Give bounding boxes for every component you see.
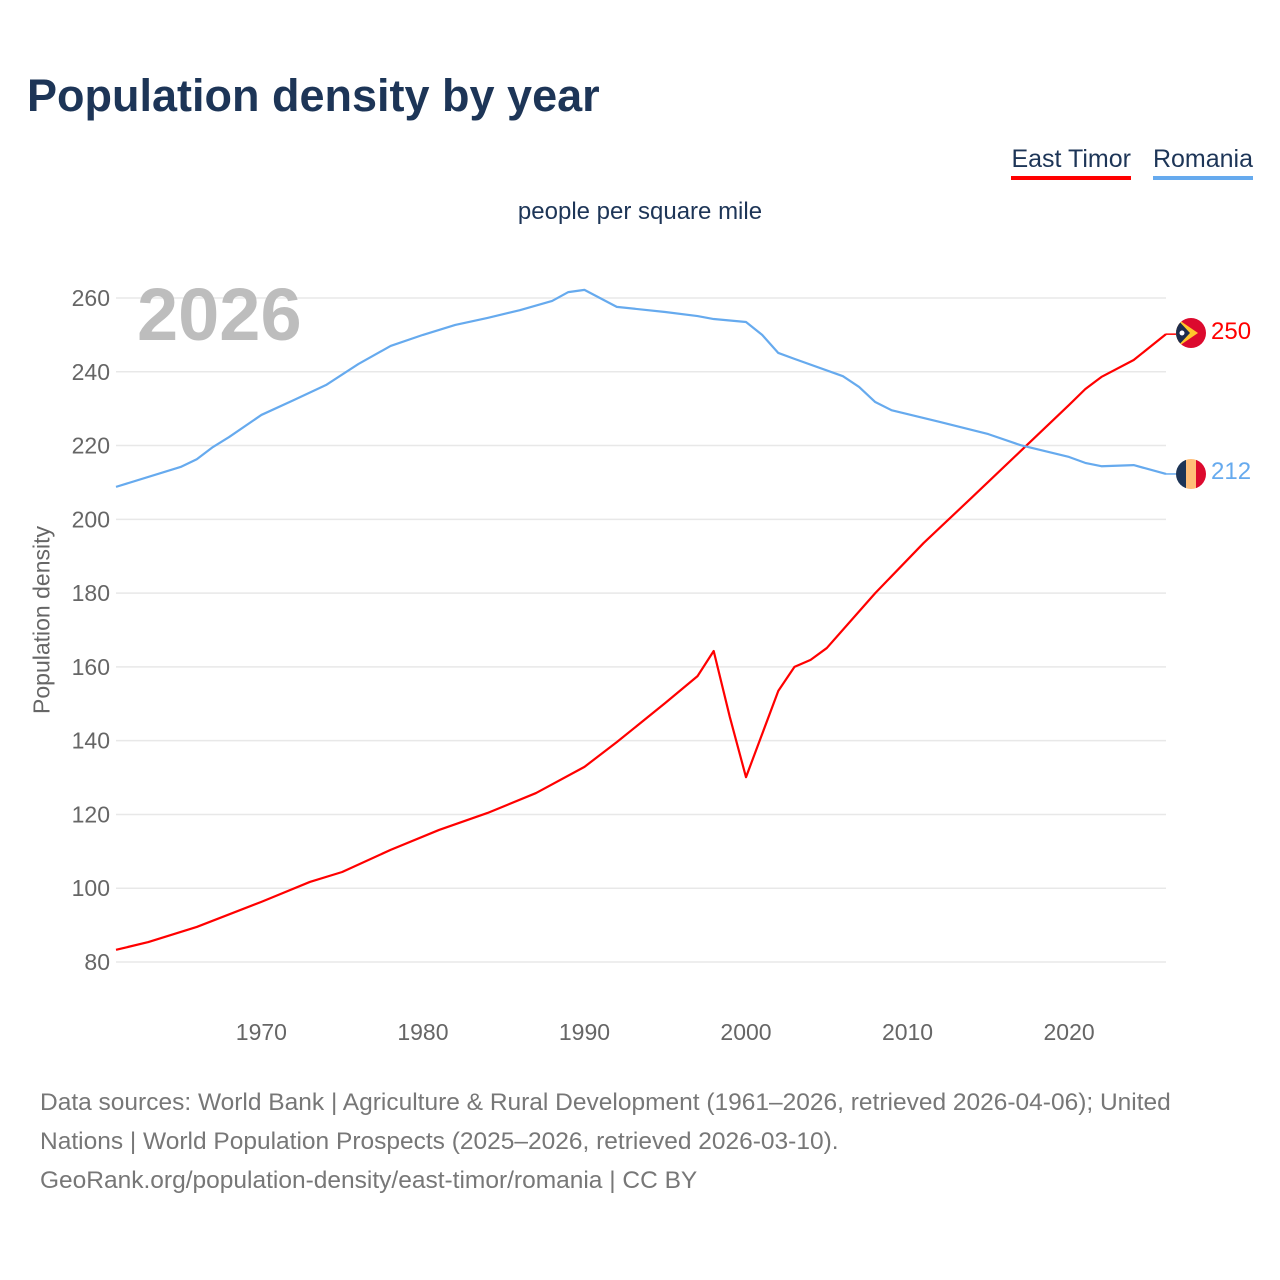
legend-item-east-timor[interactable]: East Timor xyxy=(1011,145,1131,180)
x-tick-label: 1970 xyxy=(236,1019,287,1045)
y-tick-label: 160 xyxy=(72,654,110,680)
y-tick-label: 260 xyxy=(72,285,110,311)
x-tick-label: 2010 xyxy=(882,1019,933,1045)
source-link[interactable]: GeoRank.org/population-density/east-timo… xyxy=(40,1167,698,1194)
y-tick-label: 220 xyxy=(72,433,110,459)
y-tick-label: 140 xyxy=(72,728,110,754)
unit-label: people per square mile xyxy=(517,198,763,225)
x-tick-label: 1990 xyxy=(559,1019,610,1045)
series-line-east-timor xyxy=(115,333,1167,951)
footer: Data sources: World Bank | Agriculture &… xyxy=(40,1083,1250,1200)
y-tick-label: 80 xyxy=(84,949,110,975)
romania-flag-icon xyxy=(1176,459,1206,489)
y-tick-label: 240 xyxy=(72,359,110,385)
data-sources: Data sources: World Bank | Agriculture &… xyxy=(40,1089,1171,1155)
x-tick-label: 1980 xyxy=(397,1019,448,1045)
y-tick-label: 100 xyxy=(72,875,110,901)
x-tick-label: 2020 xyxy=(1043,1019,1094,1045)
east-timor-end-value: 250 xyxy=(1211,318,1252,345)
y-tick-label: 180 xyxy=(72,580,110,606)
series-line-romania xyxy=(115,288,1167,488)
romania-end-value: 212 xyxy=(1211,458,1252,485)
legend: East Timor Romania xyxy=(1011,145,1253,180)
y-tick-label: 120 xyxy=(72,801,110,827)
east-timor-flag-icon xyxy=(1176,318,1206,348)
legend-item-romania[interactable]: Romania xyxy=(1152,145,1253,180)
x-tick-label: 2000 xyxy=(720,1019,771,1045)
current-year-label: 2026 xyxy=(137,273,302,356)
chart-title: Population density by year xyxy=(27,70,600,121)
y-tick-label: 200 xyxy=(72,506,110,532)
